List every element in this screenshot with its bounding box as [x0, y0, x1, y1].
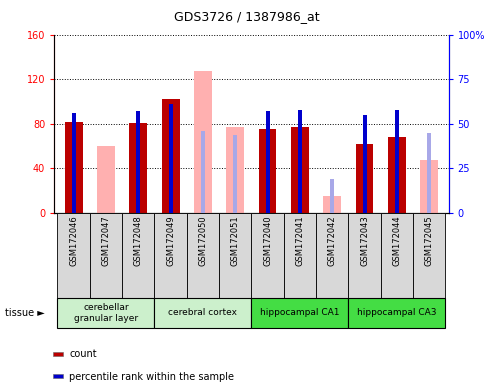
- Bar: [395, 109, 399, 213]
- Bar: [413, 213, 445, 298]
- Text: GSM172048: GSM172048: [134, 216, 143, 266]
- Bar: [97, 146, 115, 213]
- Bar: [291, 127, 309, 213]
- Text: GSM172045: GSM172045: [425, 216, 434, 266]
- Text: GSM172044: GSM172044: [392, 216, 401, 266]
- Bar: [251, 298, 349, 328]
- Text: GSM172046: GSM172046: [69, 216, 78, 266]
- Text: count: count: [69, 349, 97, 359]
- Bar: [129, 123, 147, 213]
- Text: percentile rank within the sample: percentile rank within the sample: [69, 372, 234, 382]
- Bar: [323, 196, 341, 213]
- Bar: [71, 113, 75, 213]
- Text: GSM172047: GSM172047: [102, 216, 110, 266]
- Bar: [233, 134, 237, 213]
- Bar: [388, 137, 406, 213]
- Bar: [363, 115, 366, 213]
- Text: GSM172050: GSM172050: [199, 216, 208, 266]
- Bar: [349, 298, 445, 328]
- Bar: [421, 160, 438, 213]
- Bar: [298, 109, 302, 213]
- Text: GSM172041: GSM172041: [295, 216, 304, 266]
- Bar: [284, 213, 316, 298]
- Bar: [381, 213, 413, 298]
- Text: GDS3726 / 1387986_at: GDS3726 / 1387986_at: [174, 10, 319, 23]
- Bar: [65, 122, 82, 213]
- Bar: [251, 213, 284, 298]
- Bar: [349, 213, 381, 298]
- Text: cerebellar
granular layer: cerebellar granular layer: [74, 303, 138, 323]
- Text: tissue ►: tissue ►: [5, 308, 45, 318]
- Bar: [355, 144, 374, 213]
- Bar: [122, 213, 154, 298]
- Bar: [162, 99, 179, 213]
- Bar: [90, 213, 122, 298]
- Bar: [226, 127, 244, 213]
- Bar: [330, 179, 334, 213]
- Bar: [154, 213, 187, 298]
- Bar: [154, 298, 251, 328]
- Text: hippocampal CA1: hippocampal CA1: [260, 308, 340, 318]
- Bar: [316, 213, 349, 298]
- Bar: [187, 213, 219, 298]
- Bar: [219, 213, 251, 298]
- Text: cerebral cortex: cerebral cortex: [169, 308, 238, 318]
- Bar: [169, 104, 173, 213]
- Bar: [201, 131, 205, 213]
- Bar: [58, 213, 90, 298]
- Bar: [259, 129, 277, 213]
- Bar: [53, 352, 63, 356]
- Text: GSM172049: GSM172049: [166, 216, 175, 266]
- Bar: [427, 133, 431, 213]
- Bar: [194, 71, 212, 213]
- Bar: [53, 374, 63, 378]
- Bar: [137, 111, 140, 213]
- Text: GSM172043: GSM172043: [360, 216, 369, 266]
- Text: hippocampal CA3: hippocampal CA3: [357, 308, 437, 318]
- Bar: [266, 111, 270, 213]
- Text: GSM172040: GSM172040: [263, 216, 272, 266]
- Bar: [58, 298, 154, 328]
- Text: GSM172042: GSM172042: [328, 216, 337, 266]
- Text: GSM172051: GSM172051: [231, 216, 240, 266]
